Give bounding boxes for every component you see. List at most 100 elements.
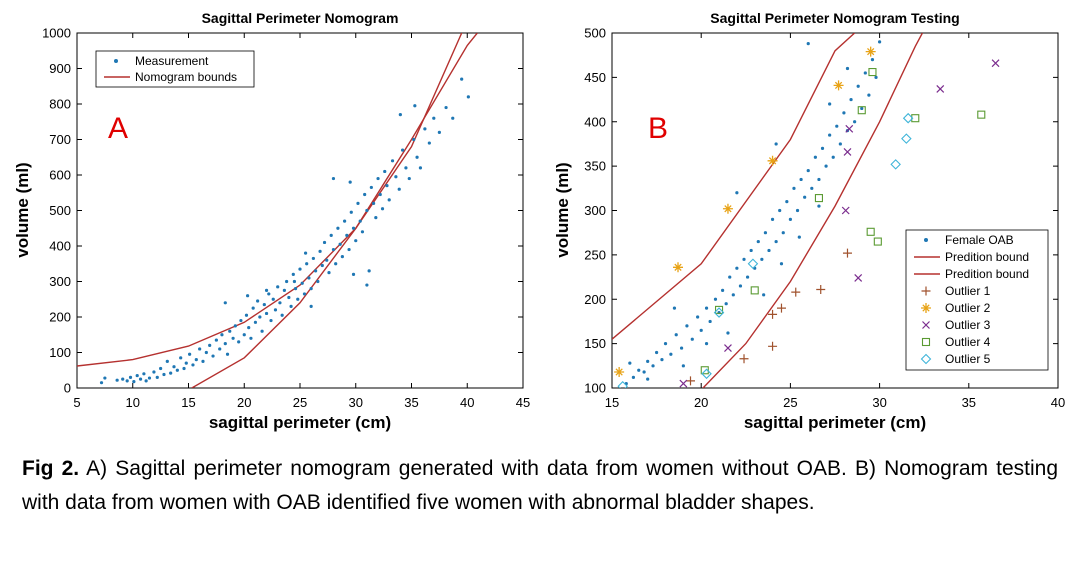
data-point — [296, 297, 300, 301]
outlier-point — [854, 274, 863, 282]
data-point — [264, 288, 269, 292]
outlier-point — [842, 248, 852, 258]
y-tick-label: 300 — [49, 274, 71, 289]
data-point — [351, 272, 356, 276]
bound-line — [612, 33, 856, 340]
data-point — [398, 113, 402, 117]
data-point — [262, 302, 266, 307]
x-tick-label: 30 — [872, 395, 886, 410]
data-point — [774, 239, 778, 244]
data-point — [383, 169, 387, 174]
data-point — [115, 378, 119, 382]
points-a — [99, 77, 470, 385]
data-point — [749, 248, 753, 253]
data-point — [774, 142, 778, 146]
data-point — [340, 255, 344, 259]
data-point — [249, 336, 253, 340]
data-point — [365, 208, 369, 213]
bound-lines-a — [77, 33, 478, 388]
outlier-point — [865, 46, 876, 57]
data-point — [201, 359, 205, 363]
legend-label: Outlier 5 — [945, 352, 991, 366]
data-point — [336, 226, 340, 230]
data-point — [358, 219, 362, 223]
y-tick-label: 900 — [49, 61, 71, 76]
data-point — [427, 141, 431, 145]
data-point — [385, 184, 389, 188]
data-point — [726, 331, 730, 335]
data-point — [845, 66, 850, 71]
outlier-point — [714, 305, 724, 314]
data-point — [704, 342, 709, 346]
data-point — [394, 175, 398, 179]
data-point — [415, 155, 419, 159]
data-point — [378, 192, 382, 197]
data-point — [142, 372, 146, 376]
outlier-point — [617, 380, 628, 388]
data-point — [188, 352, 192, 356]
data-point — [628, 361, 632, 365]
data-point — [860, 106, 864, 111]
data-point — [853, 120, 857, 124]
data-point — [674, 333, 678, 337]
data-point — [817, 204, 821, 208]
data-point — [380, 207, 385, 211]
data-point — [239, 318, 243, 323]
data-point — [699, 328, 703, 332]
data-point — [799, 177, 803, 182]
data-point — [172, 365, 176, 369]
x-tick-label: 5 — [73, 395, 80, 410]
data-point — [831, 155, 835, 159]
data-point — [349, 210, 353, 214]
data-point — [204, 350, 208, 355]
data-point — [874, 75, 878, 79]
x-tick-label: 35 — [962, 395, 976, 410]
y-axis-label-b: volume (ml) — [553, 162, 572, 257]
data-point — [763, 231, 768, 235]
data-point — [374, 216, 378, 220]
data-point — [646, 359, 650, 363]
data-point — [669, 352, 673, 356]
outlier-point — [901, 133, 912, 144]
data-point — [329, 233, 333, 237]
data-point — [397, 187, 401, 191]
data-point — [672, 306, 677, 310]
legend-label: Outlier 4 — [945, 335, 991, 349]
outlier-point — [814, 194, 823, 203]
data-point — [292, 279, 297, 284]
data-point — [327, 271, 331, 275]
data-point — [103, 376, 107, 380]
x-tick-label: 35 — [404, 395, 418, 410]
y-tick-label: 700 — [49, 132, 71, 147]
data-point — [135, 373, 139, 378]
data-point — [803, 195, 807, 199]
data-point — [835, 124, 839, 128]
ticks-b: 15 20 25 30 35 40 100 150 200 250 300 350 400 450 500 — [584, 26, 1065, 411]
chart-panel-b: Sagittal Perimeter Nomogram Testing sagi… — [553, 10, 1065, 432]
data-point — [351, 226, 356, 230]
data-point — [320, 263, 324, 268]
data-point — [165, 359, 169, 363]
data-point — [267, 292, 271, 296]
data-point — [365, 283, 369, 287]
outlier-point — [747, 258, 759, 270]
data-point — [788, 217, 793, 221]
data-point — [138, 377, 143, 381]
data-point — [767, 248, 771, 253]
data-point — [367, 269, 371, 273]
data-point — [314, 269, 318, 273]
data-point — [347, 247, 351, 252]
data-point — [302, 292, 307, 296]
legend-swatch — [921, 337, 931, 347]
data-point — [231, 336, 235, 340]
data-point — [466, 95, 470, 99]
data-point — [309, 304, 313, 308]
data-point — [125, 379, 129, 383]
data-point — [708, 319, 712, 324]
data-point — [338, 242, 342, 246]
chart-panel-a: Sagittal Perimeter Nomogram sagittal per… — [13, 10, 530, 432]
data-point — [742, 257, 746, 261]
data-point — [681, 364, 685, 368]
data-point — [795, 208, 800, 213]
data-point — [343, 219, 347, 223]
